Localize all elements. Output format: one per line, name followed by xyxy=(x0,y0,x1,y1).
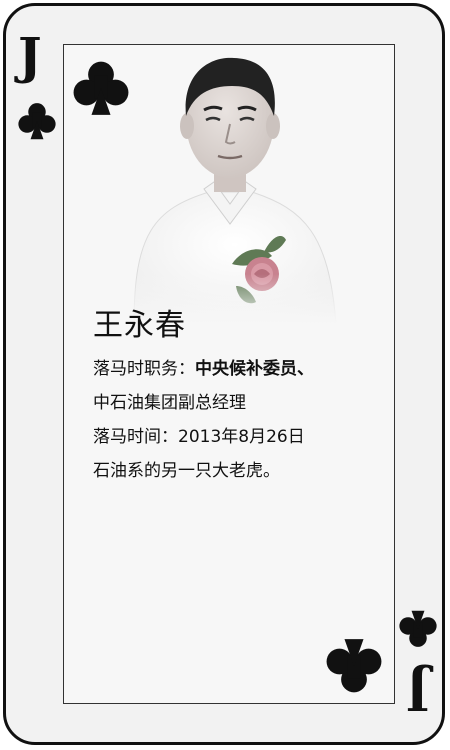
description: 石油系的另一只大老虎。 xyxy=(93,461,280,481)
position-label: 落马时职务： xyxy=(93,359,195,379)
card-text: 王永春 落马时职务：中央候补委员、 中石油集团副总经理 落马时间：2013年8月… xyxy=(93,306,393,488)
date-value: 2013年8月26日 xyxy=(178,427,305,447)
date-label: 落马时间： xyxy=(93,427,178,447)
rank-top-left: J xyxy=(18,26,42,85)
date-line: 落马时间：2013年8月26日 xyxy=(93,420,393,454)
person-name: 王永春 xyxy=(93,308,186,343)
playing-card: J xyxy=(3,3,445,745)
portrait-photo xyxy=(114,57,346,324)
position-line: 落马时职务：中央候补委员、 xyxy=(93,352,393,386)
position-line-2: 中石油集团副总经理 xyxy=(93,393,246,413)
club-suit-icon xyxy=(18,103,56,140)
club-suit-icon xyxy=(399,610,437,647)
club-suit-icon xyxy=(326,639,382,693)
position-value: 中央候补委员、 xyxy=(195,359,314,379)
rank-bottom-right: J xyxy=(406,663,430,722)
club-suit-icon xyxy=(73,61,129,115)
